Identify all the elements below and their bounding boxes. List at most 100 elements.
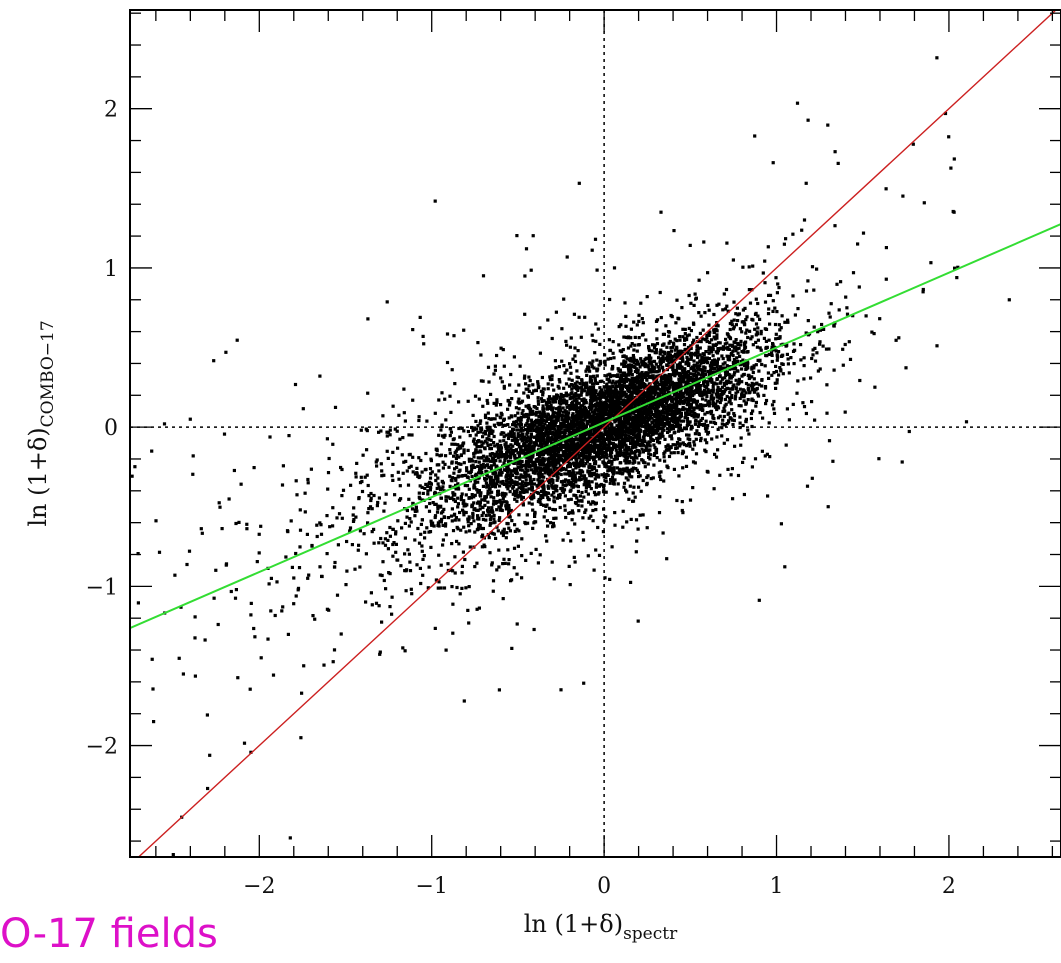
data-point: [496, 455, 500, 460]
data-point: [851, 314, 855, 318]
data-point: [737, 346, 741, 350]
data-point: [742, 395, 746, 399]
data-point: [818, 367, 822, 371]
data-point: [691, 389, 695, 393]
data-point: [652, 419, 656, 423]
data-point: [662, 452, 666, 456]
data-point: [655, 337, 659, 341]
data-point: [400, 526, 404, 530]
data-point: [505, 479, 509, 483]
data-point: [526, 482, 530, 486]
data-point: [590, 449, 594, 453]
data-point: [618, 428, 623, 432]
data-point: [921, 287, 925, 292]
data-point: [699, 373, 703, 377]
data-point: [539, 428, 543, 432]
data-point: [480, 526, 484, 531]
data-point: [591, 519, 595, 523]
data-point: [636, 415, 640, 420]
data-point: [705, 411, 709, 415]
data-point: [627, 422, 631, 426]
data-point: [619, 323, 623, 327]
data-point: [527, 448, 531, 452]
data-point: [517, 445, 521, 449]
data-point: [619, 452, 623, 456]
data-point: [619, 420, 624, 424]
data-point: [555, 452, 559, 456]
data-point: [588, 361, 592, 365]
data-point: [810, 356, 814, 361]
data-point: [565, 453, 569, 457]
data-point: [645, 422, 649, 426]
data-point: [473, 507, 477, 511]
data-point: [471, 413, 475, 417]
data-point: [676, 401, 680, 405]
data-point: [528, 456, 532, 460]
data-point: [584, 448, 588, 452]
data-point: [728, 390, 732, 394]
data-point: [507, 509, 511, 513]
data-point: [676, 410, 680, 414]
data-point: [744, 417, 748, 421]
data-point: [566, 457, 570, 461]
data-point: [744, 367, 748, 371]
data-point: [594, 460, 598, 464]
data-point: [515, 428, 519, 432]
data-point: [427, 509, 432, 513]
data-point: [677, 429, 681, 433]
data-point: [598, 444, 602, 448]
data-point: [590, 480, 594, 484]
data-point: [581, 381, 585, 385]
data-point: [590, 414, 594, 418]
data-point: [552, 473, 556, 478]
data-point: [548, 473, 552, 477]
data-point: [595, 453, 599, 457]
data-point: [672, 354, 676, 358]
data-point: [602, 407, 607, 411]
data-point: [705, 441, 709, 445]
data-point: [686, 437, 690, 441]
data-point: [625, 490, 629, 494]
data-point: [666, 403, 670, 408]
data-point: [793, 313, 797, 317]
data-point: [484, 459, 488, 463]
data-point: [480, 498, 484, 502]
data-point: [462, 513, 466, 517]
data-point: [513, 441, 517, 446]
data-point: [621, 354, 625, 358]
data-point: [722, 381, 726, 385]
data-point: [728, 327, 732, 332]
data-point: [763, 386, 768, 390]
data-point: [633, 369, 637, 374]
data-point: [530, 391, 534, 395]
data-point: [692, 374, 696, 378]
data-point: [579, 417, 583, 421]
data-point: [738, 387, 742, 391]
data-point: [608, 399, 612, 404]
data-point: [607, 445, 611, 449]
data-point: [669, 358, 673, 362]
data-point: [450, 476, 455, 480]
data-point: [368, 505, 373, 509]
data-point: [755, 330, 759, 334]
data-point: [629, 394, 634, 398]
data-point: [666, 357, 670, 361]
data-point: [533, 435, 537, 439]
data-point: [631, 406, 635, 410]
data-point: [577, 438, 581, 442]
data-point: [567, 411, 571, 415]
data-point: [752, 377, 756, 381]
data-point: [597, 414, 601, 418]
data-point: [547, 498, 551, 502]
data-point: [603, 442, 607, 446]
data-point: [777, 323, 781, 327]
data-point: [625, 379, 629, 383]
data-point: [576, 489, 580, 493]
data-point: [542, 412, 547, 416]
data-point: [699, 377, 703, 381]
data-point: [652, 391, 656, 395]
data-point: [551, 464, 555, 468]
data-point: [731, 362, 736, 366]
data-point: [835, 282, 839, 286]
data-point: [497, 471, 501, 475]
